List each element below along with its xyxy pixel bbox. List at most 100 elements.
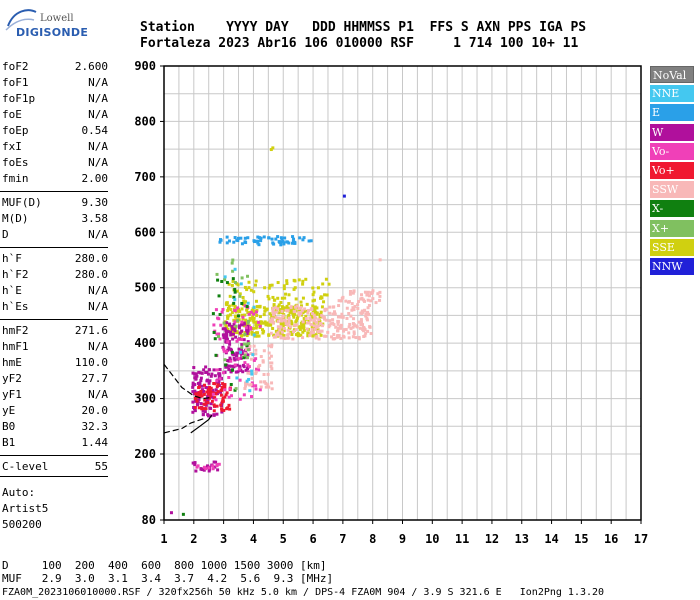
echo-point xyxy=(231,368,235,372)
echo-point xyxy=(313,309,317,313)
echo-point xyxy=(359,320,363,324)
echo-point xyxy=(235,351,239,355)
echo-point xyxy=(270,387,274,391)
param-row: hmF2 271.6 xyxy=(2,324,108,340)
echo-point xyxy=(322,315,326,319)
echo-point xyxy=(217,294,221,298)
echo-point xyxy=(228,313,232,317)
echo-point xyxy=(244,384,248,388)
param-name: yF2 xyxy=(2,372,22,385)
echo-point xyxy=(191,385,195,389)
echo-point xyxy=(271,295,275,299)
auto-system: Artist5 xyxy=(2,502,49,515)
echo-point xyxy=(285,279,289,283)
footer-distance-row: D 100 200 400 600 800 1000 1500 3000 [km… xyxy=(2,559,327,572)
echo-point xyxy=(257,236,261,240)
echo-point xyxy=(214,353,218,357)
echo-point xyxy=(366,329,370,333)
echo-point xyxy=(254,299,258,303)
y-tick-label: 300 xyxy=(134,392,156,406)
echo-point xyxy=(308,334,312,338)
echo-point xyxy=(230,311,234,315)
echo-point xyxy=(301,238,305,242)
echo-point xyxy=(195,402,199,406)
echo-point xyxy=(197,386,201,390)
echo-point xyxy=(248,371,252,375)
param-name: h`Es xyxy=(2,300,29,313)
echo-point xyxy=(267,385,271,389)
echo-point xyxy=(239,282,243,286)
echo-point xyxy=(243,324,247,328)
echo-point xyxy=(312,313,316,317)
echo-point xyxy=(191,461,195,465)
echo-point xyxy=(369,299,373,303)
echo-point xyxy=(298,325,302,329)
echo-point xyxy=(237,326,241,330)
echo-point xyxy=(223,278,227,282)
echo-point xyxy=(283,296,287,300)
echo-point xyxy=(312,324,316,328)
echo-point xyxy=(280,296,284,300)
y-tick-label: 80 xyxy=(142,513,156,527)
profile-dashed-lower xyxy=(163,417,206,434)
echo-point xyxy=(225,281,229,285)
param-name: fmin xyxy=(2,172,29,185)
echo-point xyxy=(304,277,308,281)
echo-point xyxy=(215,464,219,468)
echo-point xyxy=(263,309,267,313)
echo-point xyxy=(310,314,314,318)
echo-point xyxy=(270,367,274,371)
param-row: yF1 N/A xyxy=(2,388,108,404)
echo-point xyxy=(208,391,212,395)
echo-point xyxy=(232,327,236,331)
echo-point xyxy=(270,317,274,321)
echo-point xyxy=(240,242,244,246)
param-name: foF2 xyxy=(2,60,29,73)
echo-point xyxy=(206,400,210,404)
echo-point xyxy=(364,314,368,318)
echo-point xyxy=(224,331,228,335)
echo-point xyxy=(318,315,322,319)
echo-point xyxy=(304,317,308,321)
echo-point xyxy=(218,240,222,244)
echo-point xyxy=(244,368,248,372)
param-divider xyxy=(0,476,108,477)
echo-point xyxy=(193,405,197,409)
echo-point xyxy=(227,346,231,350)
echo-point xyxy=(290,332,294,336)
echo-point xyxy=(272,242,276,246)
echo-point xyxy=(378,258,382,262)
echo-point xyxy=(211,388,215,392)
param-row: h`Es N/A xyxy=(2,300,108,316)
echo-point xyxy=(324,277,328,281)
echo-point xyxy=(207,469,211,473)
echo-point xyxy=(257,368,261,372)
echo-point xyxy=(259,236,263,240)
echo-point xyxy=(378,290,382,294)
echo-point xyxy=(225,365,229,369)
param-row: hmF1 N/A xyxy=(2,340,108,356)
param-name: h`F xyxy=(2,252,22,265)
x-tick-label: 10 xyxy=(425,532,439,546)
y-tick-label: 700 xyxy=(134,170,156,184)
echo-point xyxy=(246,301,250,305)
echo-point xyxy=(227,340,231,344)
x-tick-label: 14 xyxy=(544,532,558,546)
footer-muf-row: MUF 2.9 3.0 3.1 3.4 3.7 4.2 5.6 9.3 [MHz… xyxy=(2,572,334,585)
echo-point xyxy=(251,353,255,357)
echo-point xyxy=(317,324,321,328)
legend-item-sse: SSE xyxy=(650,238,694,256)
echo-point xyxy=(237,347,241,351)
echo-point xyxy=(235,339,239,343)
param-row: h`F2 280.0 xyxy=(2,268,108,284)
echo-point xyxy=(199,379,203,383)
echo-point xyxy=(338,326,342,330)
echo-point xyxy=(205,378,209,382)
echo-point xyxy=(307,308,311,312)
echo-point xyxy=(378,294,382,298)
param-row: yE 20.0 xyxy=(2,404,108,420)
echo-point xyxy=(221,398,225,402)
param-row: foEs N/A xyxy=(2,156,108,172)
echo-point xyxy=(234,335,238,339)
echo-point xyxy=(191,390,195,394)
